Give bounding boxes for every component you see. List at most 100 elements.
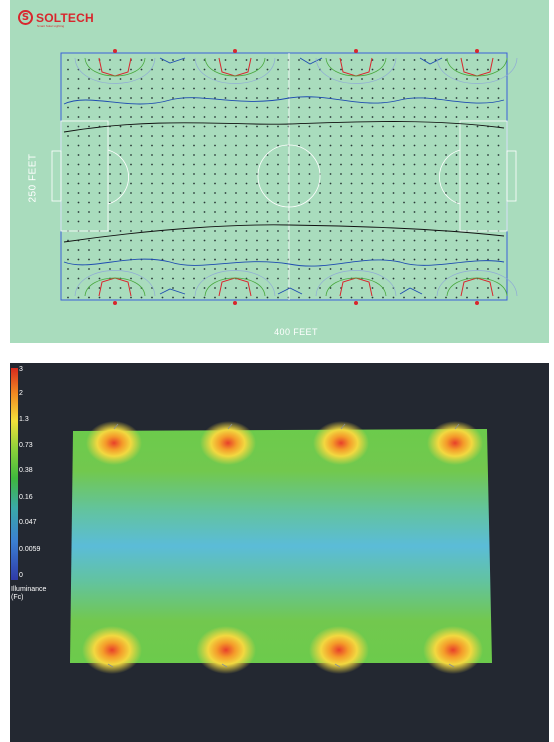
- grid-point: [203, 144, 206, 147]
- grid-point: [277, 116, 279, 118]
- grid-point: [98, 277, 101, 280]
- grid-point: [161, 211, 164, 213]
- legend-tick-label: 0.0059: [19, 546, 41, 553]
- grid-point: [130, 78, 132, 80]
- grid-point: [298, 144, 300, 147]
- grid-point: [119, 182, 122, 185]
- grid-point: [361, 125, 363, 128]
- grid-point: [392, 154, 395, 156]
- grid-point: [403, 106, 405, 109]
- grid-point: [182, 277, 185, 280]
- grid-point: [455, 296, 458, 299]
- grid-point: [161, 182, 164, 185]
- grid-point: [119, 116, 122, 118]
- grid-point: [403, 277, 405, 280]
- grid-point: [298, 287, 300, 289]
- contour-red: [460, 277, 494, 297]
- light-pole-bottom: [113, 301, 117, 305]
- grid-point: [161, 125, 164, 128]
- grid-point: [193, 163, 195, 166]
- grid-point: [182, 59, 185, 61]
- grid-point: [298, 211, 300, 213]
- grid-point: [497, 173, 500, 175]
- grid-point: [161, 87, 164, 90]
- grid-point: [193, 192, 195, 194]
- grid-point: [140, 144, 143, 147]
- grid-point: [424, 78, 426, 80]
- grid-point: [476, 268, 479, 270]
- grid-point: [266, 249, 269, 251]
- grid-point: [193, 220, 195, 223]
- grid-point: [277, 68, 279, 71]
- grid-point: [476, 287, 479, 289]
- grid-point: [88, 163, 90, 166]
- grid-point: [361, 287, 363, 289]
- grid-point: [298, 220, 300, 223]
- contour-green: [446, 57, 508, 77]
- grid-point: [161, 106, 164, 109]
- grid-point: [382, 173, 384, 175]
- legend-tick-label: 0: [19, 572, 23, 579]
- grid-point: [434, 163, 437, 166]
- grid-point: [392, 68, 395, 71]
- grid-point: [119, 201, 122, 204]
- grid-point: [235, 163, 237, 166]
- grid-point: [224, 220, 227, 223]
- grid-point: [214, 277, 216, 280]
- grid-point: [497, 211, 500, 213]
- grid-point: [424, 163, 426, 166]
- light-pole-bottom: [475, 301, 479, 305]
- left-penalty-arc: [107, 149, 129, 205]
- grid-point: [224, 201, 227, 204]
- grid-point: [382, 144, 384, 147]
- grid-point: [329, 258, 332, 261]
- contour-light-blue: [194, 270, 276, 297]
- grid-point: [277, 144, 279, 147]
- grid-point: [193, 287, 195, 289]
- grid-point: [371, 249, 374, 251]
- grid-point: [214, 211, 216, 213]
- grid-point: [413, 87, 416, 90]
- grid-point: [424, 106, 426, 109]
- grid-point: [67, 125, 69, 128]
- grid-point: [413, 125, 416, 128]
- grid-point: [245, 125, 248, 128]
- grid-point: [319, 87, 321, 90]
- grid-point: [350, 163, 353, 166]
- grid-point: [277, 239, 279, 242]
- grid-point: [392, 296, 395, 299]
- grid-point: [308, 173, 311, 175]
- grid-point: [371, 173, 374, 175]
- grid-point: [235, 287, 237, 289]
- grid-point: [88, 220, 90, 223]
- grid-point: [340, 277, 342, 280]
- grid-point: [224, 258, 227, 261]
- grid-point: [277, 135, 279, 137]
- grid-point: [392, 249, 395, 251]
- grid-point: [455, 211, 458, 213]
- grid-point: [392, 125, 395, 128]
- grid-point: [182, 68, 185, 71]
- grid-point: [371, 268, 374, 270]
- grid-point: [340, 249, 342, 251]
- grid-point: [256, 192, 258, 194]
- grid-point: [245, 87, 248, 90]
- grid-point: [445, 249, 447, 251]
- grid-point: [434, 220, 437, 223]
- grid-point: [98, 192, 101, 194]
- grid-point: [119, 296, 122, 299]
- grid-point: [487, 97, 489, 99]
- grid-point: [266, 239, 269, 242]
- field-markings: [51, 53, 517, 300]
- grid-point: [403, 211, 405, 213]
- grid-point: [487, 287, 489, 289]
- grid-point: [203, 287, 206, 289]
- grid-point: [77, 201, 80, 204]
- grid-point: [277, 258, 279, 261]
- grid-point: [361, 258, 363, 261]
- grid-point: [172, 220, 174, 223]
- grid-point: [298, 154, 300, 156]
- grid-point: [424, 230, 426, 232]
- grid-point: [466, 116, 468, 118]
- grid-point: [119, 68, 122, 71]
